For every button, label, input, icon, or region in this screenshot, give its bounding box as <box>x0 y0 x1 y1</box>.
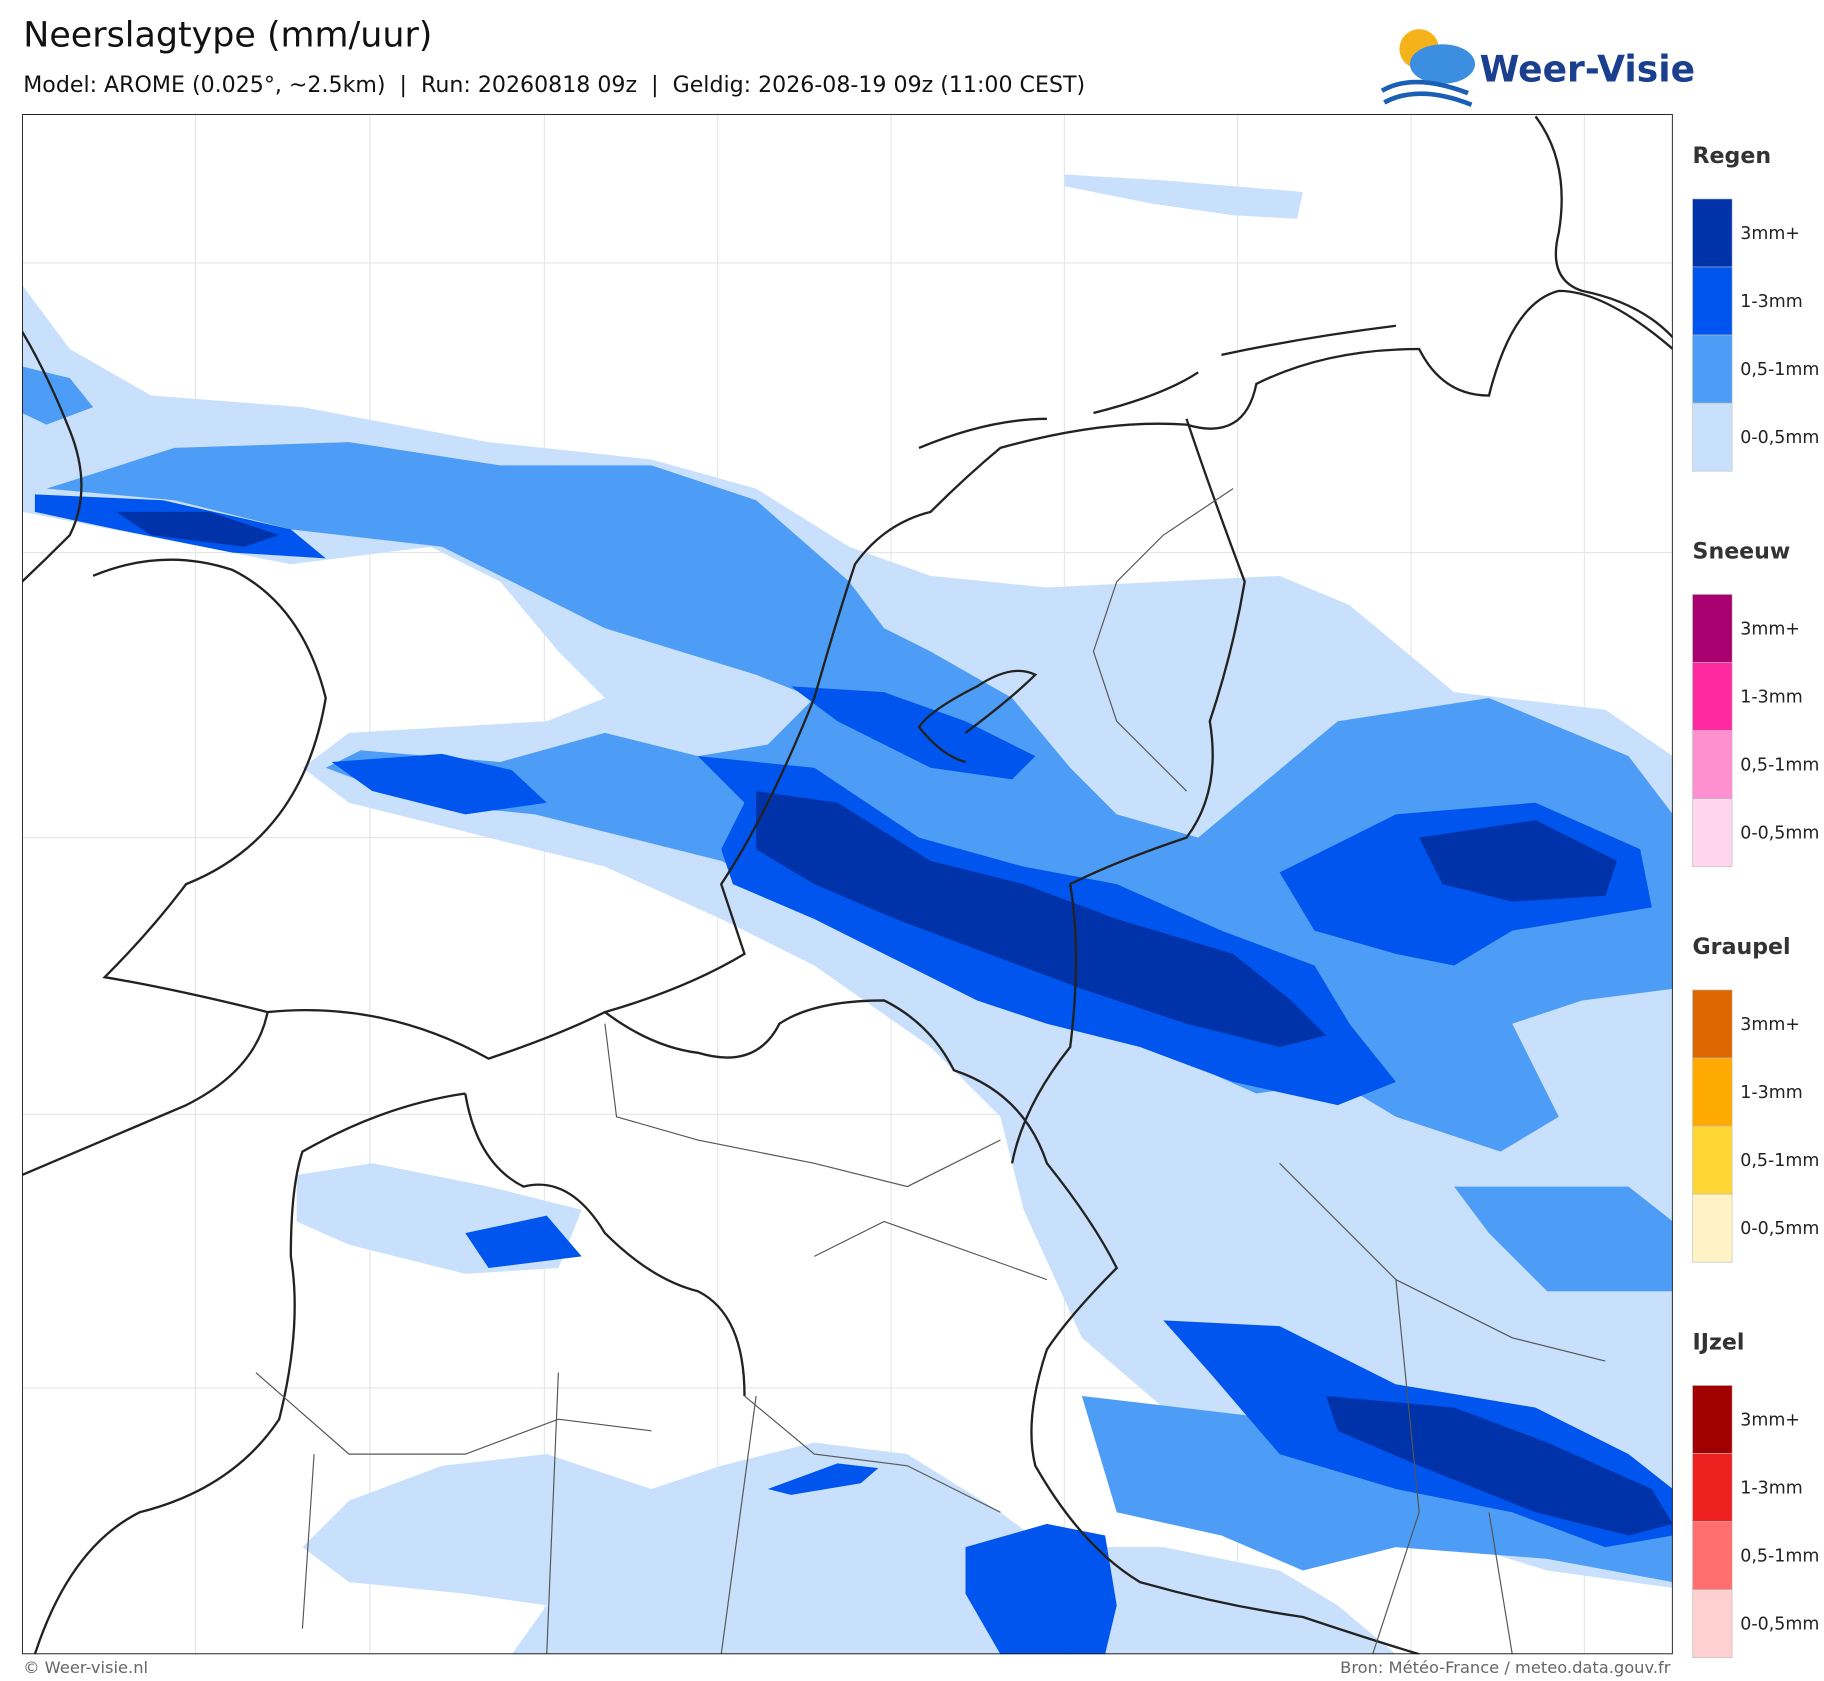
coastline <box>917 669 1038 764</box>
rain-light <box>1064 174 1303 219</box>
legend-label: 0,5-1mm <box>1740 360 1819 380</box>
region-border <box>255 488 1606 1655</box>
logo-cloud <box>1409 44 1476 84</box>
legend-swatch <box>1692 1125 1733 1195</box>
legend-swatch <box>1692 798 1733 867</box>
legend-label: 1-3mm <box>1740 292 1802 312</box>
rain-light <box>22 285 1673 1588</box>
legend-label: 1-3mm <box>1740 1478 1802 1498</box>
legend-label: 3mm+ <box>1740 224 1800 244</box>
rain-moderate <box>1454 1186 1673 1292</box>
legend-label: 0-0,5mm <box>1740 823 1819 843</box>
precipitation <box>22 174 1673 1655</box>
legend-group: Sneeuw 3mm+ 1-3mm 0,5-1mm 0-0,5mm <box>1692 538 1819 867</box>
country-border <box>1010 418 1246 1164</box>
legend-swatch <box>1692 198 1733 268</box>
legend-group: IJzel 3mm+ 1-3mm 0,5-1mm 0-0,5mm <box>1692 1329 1819 1658</box>
legend-swatch <box>1692 1385 1733 1454</box>
rain-intense <box>1326 1395 1673 1536</box>
legend-swatch <box>1692 1193 1733 1263</box>
footer-source: Bron: Météo-France / meteo.data.gouv.fr <box>1340 1658 1671 1677</box>
coastline <box>22 558 327 1177</box>
logo-waves <box>1380 79 1473 107</box>
rain-moderate <box>22 366 94 425</box>
legend-label: 3mm+ <box>1740 1410 1800 1430</box>
rain-intense <box>756 791 1327 1047</box>
legend-label: 3mm+ <box>1740 1015 1800 1035</box>
borders <box>255 418 1606 1655</box>
legend-title: IJzel <box>1693 1329 1745 1355</box>
rain-intense <box>116 511 280 547</box>
legend-label: 3mm+ <box>1740 619 1800 639</box>
legend-label: 1-3mm <box>1740 1083 1802 1103</box>
rain-heavy <box>767 1463 879 1495</box>
rain-moderate <box>1081 1395 1673 1583</box>
legend-label: 0,5-1mm <box>1740 1546 1819 1566</box>
legend-swatch <box>1692 662 1733 731</box>
legend-group: Regen 3mm+ 1-3mm 0,5-1mm 0-0,5mm <box>1692 143 1819 472</box>
logo-text: Weer-Visie <box>1480 48 1695 90</box>
subtitle: Model: AROME (0.025°, ~2.5km) | Run: 202… <box>23 72 1085 98</box>
legend-label: 0-0,5mm <box>1740 428 1819 448</box>
footer-credit: © Weer-visie.nl <box>23 1658 148 1677</box>
rain-intense <box>1419 820 1617 902</box>
legend-label: 1-3mm <box>1740 687 1802 707</box>
map <box>22 114 1673 1655</box>
logo: Weer-Visie <box>1380 29 1695 107</box>
legend-swatch <box>1692 1589 1733 1658</box>
legend-swatch <box>1692 334 1733 404</box>
legend-swatch <box>1692 730 1733 799</box>
legend-label: 0-0,5mm <box>1740 1219 1819 1239</box>
legend-title: Graupel <box>1693 934 1791 960</box>
coastline <box>22 330 83 583</box>
legend-label: 0-0,5mm <box>1740 1614 1819 1634</box>
coastline <box>33 1092 466 1655</box>
country-border <box>464 1093 746 1396</box>
legend-label: 0,5-1mm <box>1740 755 1819 775</box>
legend-swatch <box>1692 1453 1733 1522</box>
coastline <box>1534 115 1673 339</box>
legend-swatch <box>1692 594 1733 663</box>
islands <box>918 324 1397 449</box>
legend-label: 0,5-1mm <box>1740 1151 1819 1171</box>
legend: Regen 3mm+ 1-3mm 0,5-1mm 0-0,5mm Sneeuw 3mm+ 1-… <box>1692 143 1819 1658</box>
rain-heavy <box>331 753 547 815</box>
legend-swatch <box>1692 1057 1733 1127</box>
rain-heavy <box>465 1215 582 1268</box>
rain-heavy <box>965 1523 1117 1655</box>
rain-heavy <box>791 686 1036 780</box>
legend-title: Regen <box>1693 143 1772 169</box>
title: Neerslagtype (mm/uur) <box>23 16 432 56</box>
country-border <box>604 999 1420 1655</box>
legend-swatch <box>1692 402 1733 472</box>
legend-group: Graupel 3mm+ 1-3mm 0,5-1mm 0-0,5mm <box>1692 934 1819 1263</box>
legend-swatch <box>1692 1521 1733 1590</box>
rain-light <box>302 1442 1396 1655</box>
legend-title: Sneeuw <box>1693 538 1791 564</box>
legend-swatch <box>1692 989 1733 1059</box>
legend-swatch <box>1692 266 1733 336</box>
